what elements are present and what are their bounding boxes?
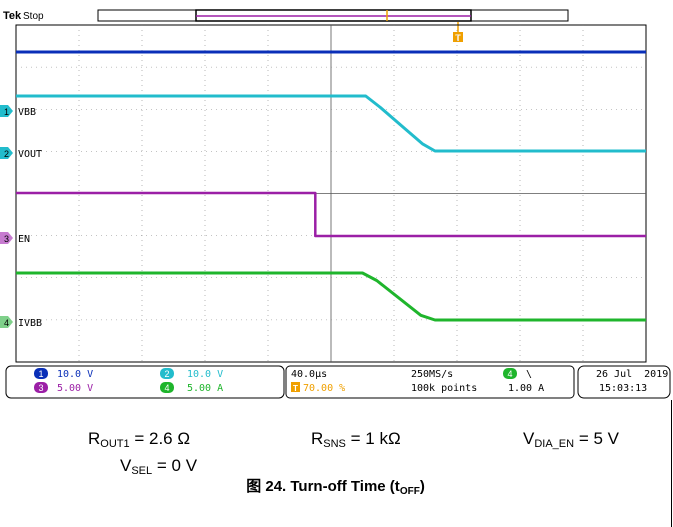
trigger-position-badge-label: T: [293, 384, 298, 393]
ch4-scale-badge-number: 4: [164, 383, 169, 393]
readout-bar: 1 10.0 V 2 10.0 V 3 5.00 V 4 5.00 A 40.0…: [5, 365, 671, 399]
sample-rate: 250MS/s: [411, 369, 453, 380]
ch2-marker: 2: [0, 147, 13, 159]
rsns-subscript: SNS: [323, 438, 346, 450]
rout1-subscript: OUT1: [100, 438, 130, 450]
ch2-scale-badge-number: 2: [164, 369, 169, 379]
acquisition-panel: [285, 365, 575, 399]
trigger-level: 1.00 A: [508, 383, 544, 394]
ch1-scale-badge-number: 1: [38, 369, 43, 379]
ch1-marker: 1: [0, 105, 13, 117]
date: 26 Jul 2019: [596, 369, 668, 380]
caption-rsns: RSNS = 1 kΩ: [311, 429, 401, 450]
ch1-scale-badge: [34, 368, 48, 379]
figure-title-suffix: ): [419, 478, 425, 495]
figure-title-subscript: OFF: [399, 486, 420, 497]
ch2-marker-number: 2: [4, 149, 9, 159]
time: 15:03:13: [599, 383, 647, 394]
ch1-scale: 10.0 V: [57, 369, 93, 380]
ch2-label: VOUT: [18, 149, 42, 160]
vsel-symbol: V: [120, 456, 132, 475]
caption-vdia-en: VDIA_EN = 5 V: [523, 429, 619, 450]
timebase: 40.0µs: [291, 369, 327, 380]
ch1-label: VBB: [18, 107, 36, 118]
caption-rout1: ROUT1 = 2.6 Ω: [88, 429, 190, 450]
vdia-symbol: V: [523, 429, 535, 448]
ch3-scale-badge-number: 3: [38, 383, 43, 393]
oscilloscope-screen: Tek Stop T 1 VBB 2 VOUT 3 EN 4 IVBB 1 10…: [0, 0, 673, 400]
channel-scale-panel: [5, 365, 285, 399]
acquisition-mode: Stop: [23, 11, 44, 22]
ch3-scale-badge: [34, 382, 48, 393]
ch4-label: IVBB: [18, 318, 42, 329]
trigger-position-label: T: [455, 33, 461, 43]
ch3-marker: 3: [0, 232, 13, 244]
datetime-panel: [577, 365, 671, 399]
trace-ivbb: [16, 271, 646, 322]
trigger-slope-icon: \: [526, 369, 532, 380]
scope-background: [0, 0, 673, 400]
ch1-marker-number: 1: [4, 107, 9, 117]
ch2-scale-badge: [160, 368, 174, 379]
rout1-symbol: R: [88, 429, 101, 448]
ch4-marker: 4: [0, 316, 13, 328]
ch4-scale-badge: [160, 382, 174, 393]
figure-title: 图 24. Turn-off Time (tOFF): [0, 475, 671, 497]
vsel-value: = 0 V: [152, 456, 198, 475]
trigger-position-badge: [291, 382, 300, 392]
vsel-subscript: SEL: [131, 465, 153, 477]
figure-title-prefix: 图 24. Turn-off Time (t: [246, 478, 400, 495]
trace-vout: [16, 94, 646, 153]
trigger-position: 70.00 %: [303, 383, 345, 394]
ch3-label: EN: [18, 234, 30, 245]
ch2-scale: 10.0 V: [187, 369, 223, 380]
vdia-subscript: DIA_EN: [534, 438, 575, 450]
trigger-channel: 4: [507, 369, 512, 379]
rout1-value: = 2.6 Ω: [129, 429, 191, 448]
trigger-position-icon: [453, 32, 463, 42]
trace-en: [16, 191, 646, 238]
caption-vsel: VSEL = 0 V: [120, 456, 197, 477]
ch3-scale: 5.00 V: [57, 383, 93, 394]
ch4-marker-number: 4: [4, 318, 9, 328]
rsns-value: = 1 kΩ: [345, 429, 401, 448]
vdia-value: = 5 V: [574, 429, 619, 448]
rsns-symbol: R: [311, 429, 324, 448]
waveform-traces: [16, 50, 646, 322]
ch3-marker-number: 3: [4, 234, 9, 244]
ch4-scale: 5.00 A: [187, 383, 223, 394]
scope-brand: Tek: [3, 10, 22, 22]
record-length: 100k points: [411, 383, 477, 394]
trigger-channel-badge: [503, 368, 517, 379]
